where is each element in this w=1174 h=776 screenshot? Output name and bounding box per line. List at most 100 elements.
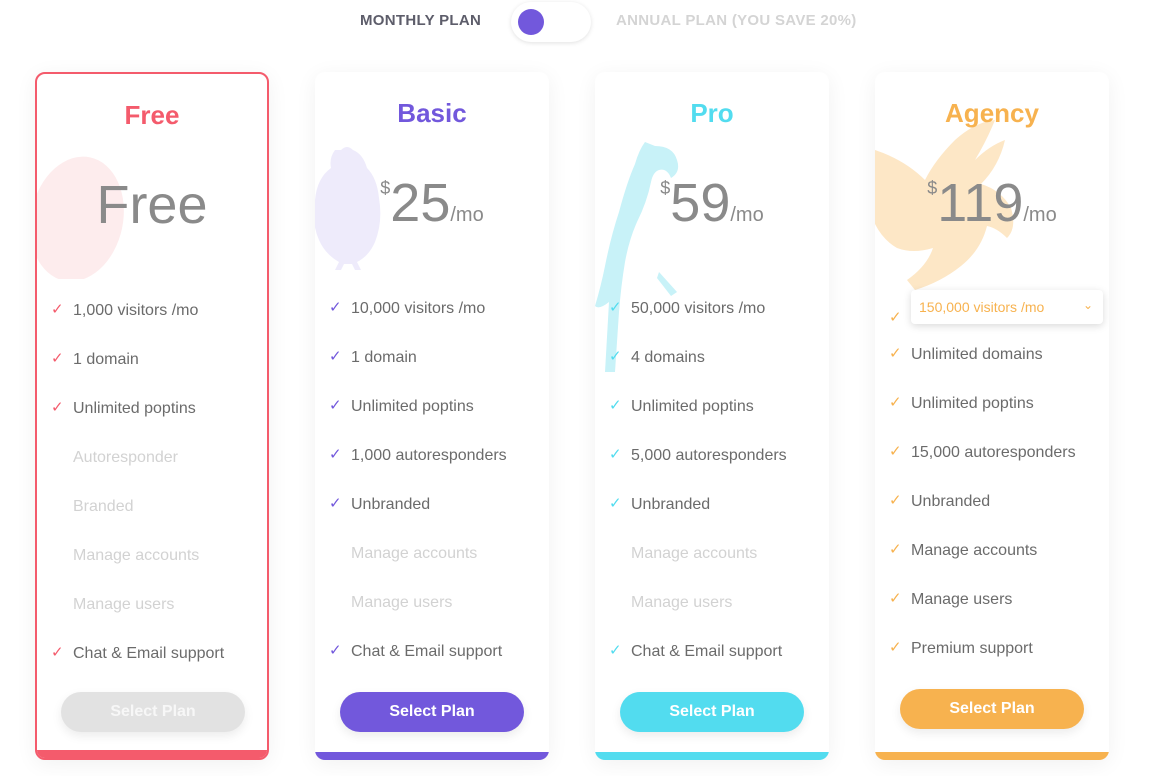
check-icon: ✓ xyxy=(51,399,64,416)
monthly-plan-label[interactable]: MONTHLY PLAN xyxy=(360,12,482,29)
feature-item: ✓ Unlimited poptins xyxy=(595,397,829,417)
feature-item: ✓ 4 domains xyxy=(595,348,829,368)
select-plan-button[interactable]: Select Plan xyxy=(61,692,245,732)
check-icon: ✓ xyxy=(51,644,64,661)
feature-label: Manage accounts xyxy=(73,547,200,564)
check-icon: ✓ xyxy=(329,446,342,463)
card-accent-bar xyxy=(37,750,267,758)
check-icon: ✓ xyxy=(329,642,342,659)
card-accent-bar xyxy=(315,752,549,760)
check-icon: ✓ xyxy=(609,348,622,365)
feature-item: ✓ Unlimited domains xyxy=(875,345,1109,365)
feature-item: ✓ Unbranded xyxy=(315,495,549,515)
select-plan-button[interactable]: Select Plan xyxy=(900,689,1084,729)
feature-label: Chat & Email support xyxy=(351,643,503,660)
billing-period-switch[interactable] xyxy=(511,2,591,42)
feature-item-disabled: Manage users xyxy=(595,593,829,613)
feature-item: ✓ Manage accounts xyxy=(875,541,1109,561)
billing-toggle-row: MONTHLY PLAN ANNUAL PLAN (YOU SAVE 20%) xyxy=(0,0,1174,42)
feature-label: Premium support xyxy=(911,640,1033,657)
plan-card-pro: Pro $59/mo ✓ 50,000 visitors /mo ✓ 4 domai… xyxy=(595,72,829,760)
check-icon: ✓ xyxy=(609,397,622,414)
plan-price: Free xyxy=(37,174,267,236)
check-icon: ✓ xyxy=(889,345,902,362)
feature-label: Unlimited domains xyxy=(911,346,1043,363)
feature-label: 1,000 visitors /mo xyxy=(73,302,199,319)
price-currency: $ xyxy=(660,178,671,198)
card-accent-bar xyxy=(595,752,829,760)
feature-label: 1,000 autoresponders xyxy=(351,447,507,464)
feature-label: Manage accounts xyxy=(351,545,478,562)
feature-item: ✓ Premium support xyxy=(875,639,1109,659)
price-period: /mo xyxy=(1023,204,1057,226)
annual-plan-label[interactable]: ANNUAL PLAN (YOU SAVE 20%) xyxy=(616,12,857,29)
price-currency: $ xyxy=(927,178,938,198)
feature-label: Unlimited poptins xyxy=(631,398,754,415)
check-icon: ✓ xyxy=(51,301,64,318)
feature-label: Autoresponder xyxy=(73,449,178,466)
feature-label: Branded xyxy=(73,498,134,515)
check-icon: ✓ xyxy=(51,350,64,367)
check-icon: ✓ xyxy=(329,299,342,316)
feature-label: Manage users xyxy=(911,591,1013,608)
feature-label: 1 domain xyxy=(73,351,139,368)
visitors-dropdown[interactable]: 150,000 visitors /mo ⌄ xyxy=(911,290,1103,324)
feature-item: ✓ 1,000 visitors /mo xyxy=(37,301,267,321)
plan-title: Free xyxy=(124,100,180,130)
feature-item: ✓ Manage users xyxy=(875,590,1109,610)
feature-item: ✓ 1 domain xyxy=(37,350,267,370)
price-period: /mo xyxy=(730,204,764,226)
card-accent-bar xyxy=(875,752,1109,760)
feature-label: Chat & Email support xyxy=(631,643,783,660)
feature-item: ✓ Chat & Email support xyxy=(37,644,267,664)
check-icon: ✓ xyxy=(889,639,902,656)
feature-item: ✓ Unbranded xyxy=(875,492,1109,512)
feature-label: Unbranded xyxy=(631,496,711,513)
feature-item: ✓ 10,000 visitors /mo xyxy=(315,299,549,319)
feature-item-disabled: Manage accounts xyxy=(37,546,267,566)
check-icon: ✓ xyxy=(889,590,902,607)
check-icon: ✓ xyxy=(889,309,902,326)
feature-label: Chat & Email support xyxy=(73,645,225,662)
check-icon: ✓ xyxy=(889,394,902,411)
price-period: /mo xyxy=(450,204,484,226)
dropdown-value: 150,000 visitors /mo xyxy=(919,299,1045,315)
switch-knob xyxy=(518,9,544,35)
feature-item: ✓ Unlimited poptins xyxy=(37,399,267,419)
feature-item-disabled: Manage users xyxy=(315,593,549,613)
feature-label: Unlimited poptins xyxy=(73,400,196,417)
price-amount: 59 xyxy=(670,173,731,233)
feature-item: ✓ 1 domain xyxy=(315,348,549,368)
feature-item: ✓ Unbranded xyxy=(595,495,829,515)
feature-label: Unbranded xyxy=(911,493,991,510)
feature-item: ✓ Chat & Email support xyxy=(315,642,549,662)
feature-item-disabled: Branded xyxy=(37,497,267,517)
feature-item: ✓ Unlimited poptins xyxy=(315,397,549,417)
chevron-down-icon: ⌄ xyxy=(1082,298,1093,312)
check-icon: ✓ xyxy=(329,495,342,512)
select-plan-button[interactable]: Select Plan xyxy=(620,692,804,732)
feature-label: Manage accounts xyxy=(631,545,758,562)
feature-item-disabled: Manage accounts xyxy=(315,544,549,564)
feature-label: 5,000 autoresponders xyxy=(631,447,787,464)
feature-item: ✓ 5,000 autoresponders xyxy=(595,446,829,466)
plan-title: Basic xyxy=(397,98,467,128)
feature-item: ✓ Chat & Email support xyxy=(595,642,829,662)
check-icon: ✓ xyxy=(889,443,902,460)
plan-price: $25/mo xyxy=(315,172,549,234)
plan-title: Agency xyxy=(945,98,1039,128)
feature-label: 1 domain xyxy=(351,349,417,366)
check-icon: ✓ xyxy=(889,541,902,558)
feature-item-disabled: Manage users xyxy=(37,595,267,615)
check-icon: ✓ xyxy=(609,642,622,659)
check-icon: ✓ xyxy=(329,397,342,414)
plan-title: Pro xyxy=(690,98,734,128)
feature-item: ✓ 1,000 autoresponders xyxy=(315,446,549,466)
price-currency: $ xyxy=(380,178,391,198)
feature-label: Manage users xyxy=(631,594,733,611)
check-icon: ✓ xyxy=(609,299,622,316)
select-plan-button[interactable]: Select Plan xyxy=(340,692,524,732)
feature-item: ✓ 15,000 autoresponders xyxy=(875,443,1109,463)
check-icon: ✓ xyxy=(329,348,342,365)
feature-item-disabled: Autoresponder xyxy=(37,448,267,468)
